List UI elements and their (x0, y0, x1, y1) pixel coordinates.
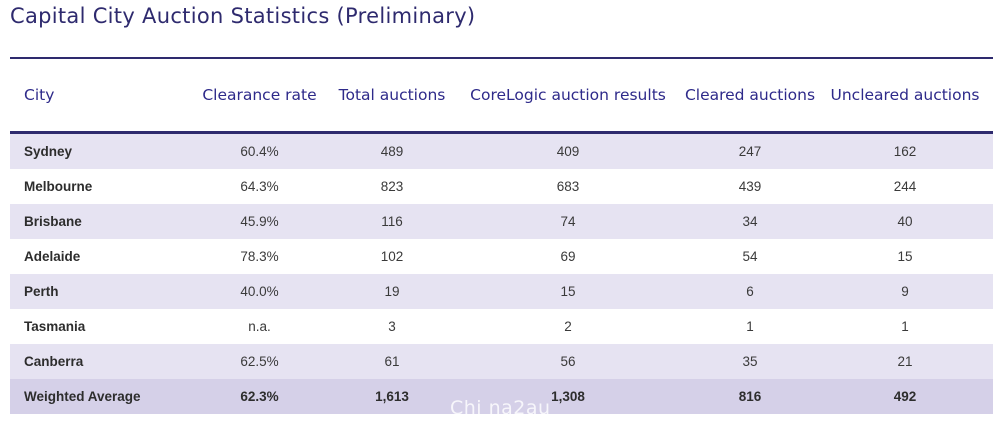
total-auctions: 19 (331, 274, 453, 309)
city-name: Perth (10, 274, 188, 309)
corelogic-results: 74 (453, 204, 683, 239)
total-auctions: 489 (331, 132, 453, 169)
corelogic-results: 409 (453, 132, 683, 169)
cleared-auctions: 816 (683, 379, 817, 414)
cleared-auctions: 54 (742, 249, 758, 264)
total-auctions: 3 (388, 319, 396, 334)
table-row: Canberra 62.5% 61 56 35 21 (10, 344, 993, 379)
corelogic-results: 56 (453, 344, 683, 379)
uncleared-auctions: 244 (893, 179, 917, 194)
total-auctions: 61 (331, 344, 453, 379)
uncleared-auctions: 15 (897, 249, 913, 264)
cleared-auctions: 1 (746, 319, 754, 334)
table-row: Perth 40.0% 19 15 6 9 (10, 274, 993, 309)
table-row: Melbourne 64.3% 823 683 439 244 (10, 169, 993, 204)
total-auctions: 102 (380, 249, 404, 264)
clearance-rate: 64.3% (240, 179, 279, 194)
corelogic-results: 15 (453, 274, 683, 309)
cleared-auctions: 439 (738, 179, 762, 194)
uncleared-auctions: 492 (817, 379, 993, 414)
auction-stats-table: City Clearance rate Total auctions CoreL… (10, 59, 993, 414)
table-header-row: City Clearance rate Total auctions CoreL… (10, 59, 993, 134)
corelogic-results: 683 (556, 179, 580, 194)
table-row: Adelaide 78.3% 102 69 54 15 (10, 239, 993, 274)
clearance-rate: 40.0% (188, 274, 331, 309)
total-auctions: 1,613 (331, 379, 453, 414)
clearance-rate: n.a. (248, 319, 271, 334)
city-name: Sydney (10, 132, 188, 169)
cleared-auctions: 35 (683, 344, 817, 379)
page-title: Capital City Auction Statistics (Prelimi… (10, 4, 476, 28)
table-row: Sydney 60.4% 489 409 247 162 (10, 132, 993, 169)
column-header-uncleared-auctions: Uncleared auctions (817, 59, 993, 134)
column-header-cleared-auctions: Cleared auctions (683, 59, 817, 134)
cleared-auctions: 34 (683, 204, 817, 239)
clearance-rate: 60.4% (188, 132, 331, 169)
corelogic-results: 69 (560, 249, 576, 264)
corelogic-results: 2 (564, 319, 572, 334)
uncleared-auctions: 9 (817, 274, 993, 309)
clearance-rate: 45.9% (188, 204, 331, 239)
table-row: Brisbane 45.9% 116 74 34 40 (10, 204, 993, 239)
column-header-total-auctions: Total auctions (331, 59, 453, 134)
uncleared-auctions: 162 (817, 132, 993, 169)
clearance-rate: 62.3% (188, 379, 331, 414)
watermark: Chi na2au (450, 397, 551, 419)
uncleared-auctions: 21 (817, 344, 993, 379)
column-header-corelogic-results: CoreLogic auction results (453, 59, 683, 134)
city-name: Brisbane (10, 204, 188, 239)
corelogic-results: 1,308 (453, 379, 683, 414)
city-name: Tasmania (24, 319, 86, 334)
clearance-rate: 78.3% (240, 249, 279, 264)
total-auctions: 116 (331, 204, 453, 239)
city-name: Weighted Average (10, 379, 188, 414)
city-name: Canberra (10, 344, 188, 379)
weighted-average-row: Weighted Average 62.3% 1,613 1,308 816 4… (10, 379, 993, 414)
cleared-auctions: 6 (683, 274, 817, 309)
column-header-city: City (10, 59, 188, 134)
column-header-clearance-rate: Clearance rate (188, 59, 331, 134)
cleared-auctions: 247 (683, 132, 817, 169)
table-row: Tasmania n.a. 3 2 1 1 (10, 309, 993, 344)
uncleared-auctions: 1 (901, 319, 909, 334)
clearance-rate: 62.5% (188, 344, 331, 379)
total-auctions: 823 (380, 179, 404, 194)
city-name: Melbourne (24, 179, 93, 194)
city-name: Adelaide (24, 249, 81, 264)
title-divider (10, 57, 993, 59)
uncleared-auctions: 40 (817, 204, 993, 239)
